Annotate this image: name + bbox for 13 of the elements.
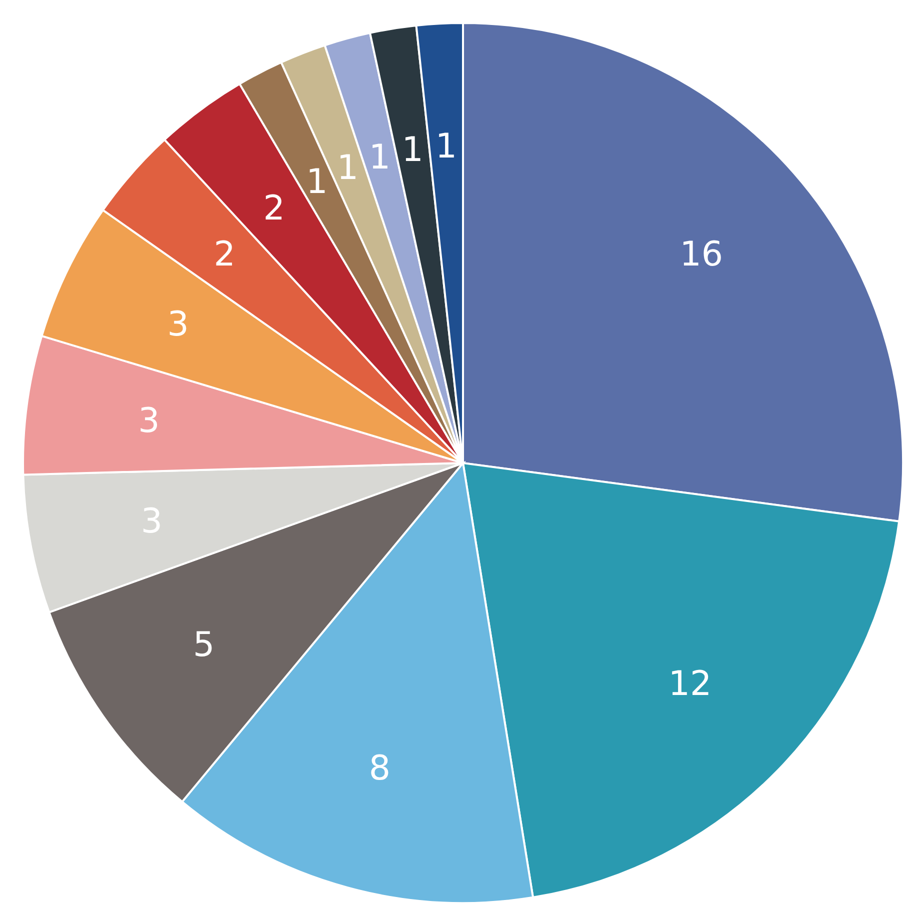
data-label: 2 <box>263 188 285 229</box>
data-label: 1 <box>435 126 457 167</box>
data-label: 3 <box>138 400 160 441</box>
data-label: 1 <box>336 148 358 188</box>
data-label: 3 <box>167 304 189 344</box>
data-label: 8 <box>368 748 390 789</box>
data-label: 1 <box>402 130 424 170</box>
data-label: 5 <box>192 625 215 666</box>
data-label: 12 <box>668 664 712 704</box>
data-label: 1 <box>368 137 390 178</box>
data-label: 16 <box>680 234 724 274</box>
data-label: 1 <box>306 162 328 202</box>
data-label: 2 <box>214 234 236 274</box>
